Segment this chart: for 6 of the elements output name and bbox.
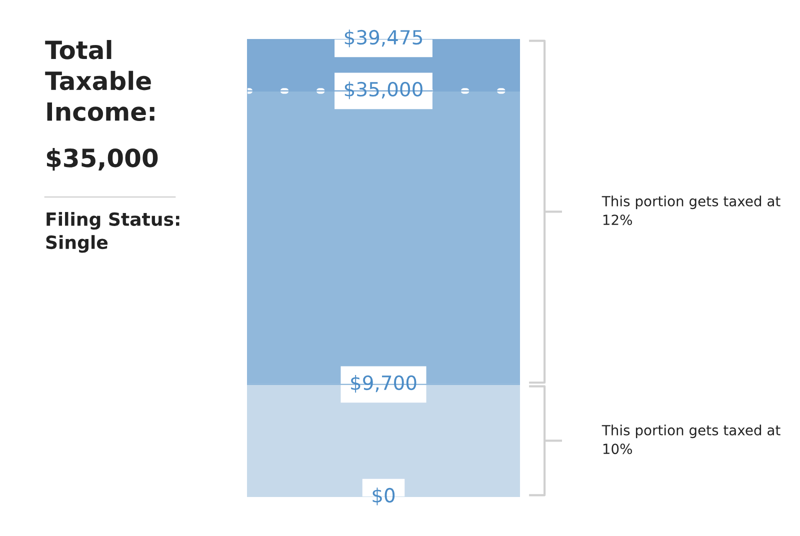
text: This portion gets taxed at 10% [602,424,780,454]
text: This portion gets taxed at 12% [602,196,780,226]
y-tick-label: $0 [372,488,395,506]
text: Total Taxable Income: [45,40,154,122]
text: Filing Status: Single [46,212,180,253]
text: $35,000 [46,148,158,171]
